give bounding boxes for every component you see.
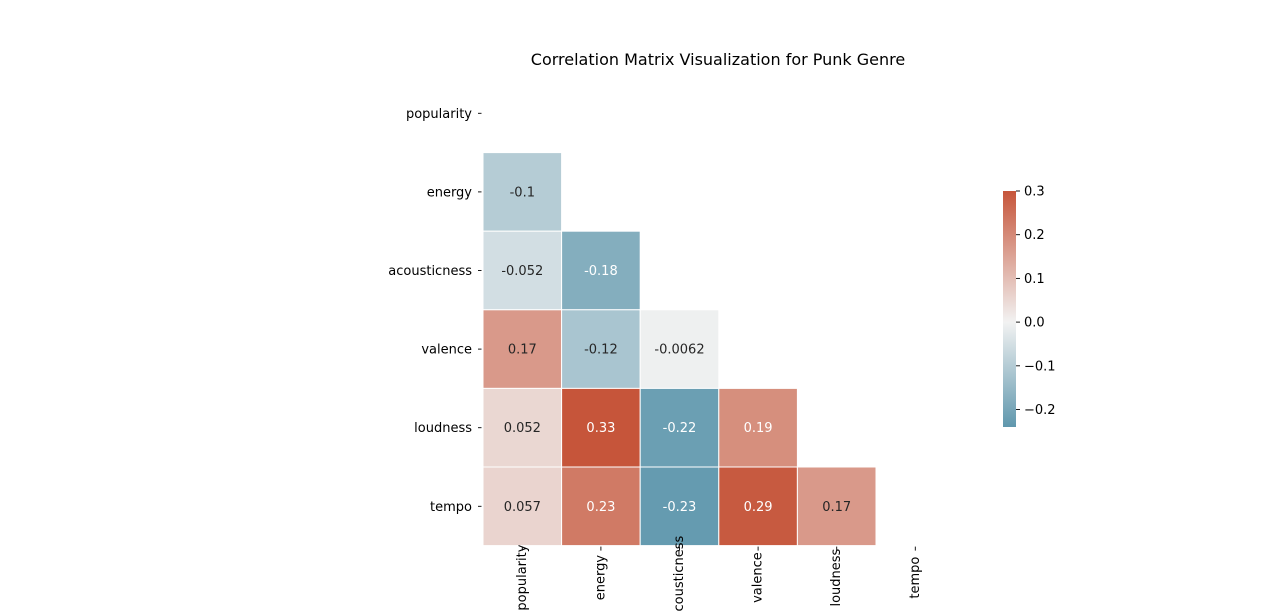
heatmap-cell-rect: [561, 309, 641, 389]
heatmap-cell-value: -0.052: [501, 264, 543, 279]
colorbar-tick-label: 0.1: [1024, 272, 1045, 287]
heatmap-cell-value: -0.22: [663, 421, 697, 436]
x-axis-tick-labels: popularity energy acousticness valence loudn…: [515, 536, 923, 612]
colorbar-tick-label: −0.2: [1024, 403, 1056, 418]
heatmap-cell-rect: [561, 466, 641, 547]
heatmap-cell-rect: [482, 309, 563, 389]
heatmap-cell-value: -0.0062: [654, 343, 704, 358]
heatmap-cell-acousticness-energy: -0.18: [561, 230, 641, 311]
heatmap-cell-rect: [561, 230, 641, 311]
heatmap-cell-value: -0.18: [584, 264, 618, 279]
heatmap-cell-loudness-popularity: 0.052: [482, 387, 563, 468]
heatmap-cells: -0.1 -0.052 -0.18 0.17 -0.12 -0.0062 0.052 0.33…: [482, 152, 877, 547]
heatmap-cell-value: 0.057: [504, 500, 541, 515]
y-tick-label-tempo: tempo: [430, 500, 472, 515]
colorbar-tick-label: 0.2: [1024, 228, 1045, 243]
heatmap-cell-rect: [561, 387, 641, 468]
heatmap-cell-value: 0.052: [504, 421, 541, 436]
heatmap-cell-tempo-acousticness: -0.23: [639, 466, 720, 547]
heatmap-cell-value: 0.29: [744, 500, 773, 515]
heatmap-cell-tempo-energy: 0.23: [561, 466, 641, 547]
heatmap-cell-rect: [718, 466, 798, 547]
heatmap-cell-value: 0.17: [822, 500, 851, 515]
colorbar-tick-label: 0.0: [1024, 316, 1045, 331]
colorbar-tick-label: 0.3: [1024, 185, 1045, 200]
heatmap-cell-rect: [718, 387, 798, 468]
heatmap-cell-rect: [482, 230, 563, 311]
y-tick-label-valence: valence: [421, 343, 472, 358]
heatmap-cell-tempo-valence: 0.29: [718, 466, 798, 547]
heatmap-cell-value: -0.1: [510, 185, 535, 200]
heatmap-cell-value: 0.19: [744, 421, 773, 436]
heatmap-cell-value: -0.23: [663, 500, 697, 515]
x-tick-label-valence: valence: [751, 552, 766, 603]
y-tick-label-energy: energy: [427, 185, 473, 200]
y-axis-tick-labels: popularity energy acousticness valence loudn…: [388, 107, 482, 515]
heatmap-cell-loudness-acousticness: -0.22: [639, 387, 720, 468]
heatmap-cell-valence-energy: -0.12: [561, 309, 641, 389]
heatmap-cell-valence-popularity: 0.17: [482, 309, 563, 389]
colorbar-gradient: [1003, 191, 1016, 427]
heatmap-cell-value: 0.33: [586, 421, 615, 436]
x-tick-label-loudness: loudness: [829, 548, 844, 606]
heatmap-cell-value: -0.12: [584, 343, 618, 358]
colorbar: 0.3 0.2 0.1 0.0 −0.1 −0.2: [1003, 185, 1056, 427]
heatmap-cell-tempo-popularity: 0.057: [482, 466, 563, 547]
x-tick-label-energy: energy: [593, 555, 608, 601]
heatmap-cell-rect: [796, 466, 877, 547]
y-tick-label-loudness: loudness: [414, 421, 472, 436]
heatmap-cell-tempo-loudness: 0.17: [796, 466, 877, 547]
heatmap-cell-rect: [639, 466, 720, 547]
heatmap-cell-valence-acousticness: -0.0062: [639, 309, 720, 389]
y-tick-label-popularity: popularity: [406, 107, 472, 122]
heatmap-cell-loudness-valence: 0.19: [718, 387, 798, 468]
y-tick-label-acousticness: acousticness: [388, 264, 472, 279]
heatmap-cell-rect: [639, 309, 720, 389]
heatmap-cell-loudness-energy: 0.33: [561, 387, 641, 468]
colorbar-tick-label: −0.1: [1024, 359, 1056, 374]
heatmap-cell-rect: [482, 152, 563, 232]
x-tick-label-tempo: tempo: [908, 557, 923, 599]
heatmap-cell-energy-popularity: -0.1: [482, 152, 563, 232]
heatmap-cell-acousticness-popularity: -0.052: [482, 230, 563, 311]
x-tick-label-acousticness: acousticness: [672, 536, 687, 612]
chart-title: Correlation Matrix Visualization for Pun…: [531, 50, 905, 69]
x-tick-label-popularity: popularity: [515, 544, 530, 610]
heatmap-cell-value: 0.17: [508, 343, 537, 358]
heatmap-cell-value: 0.23: [586, 500, 615, 515]
